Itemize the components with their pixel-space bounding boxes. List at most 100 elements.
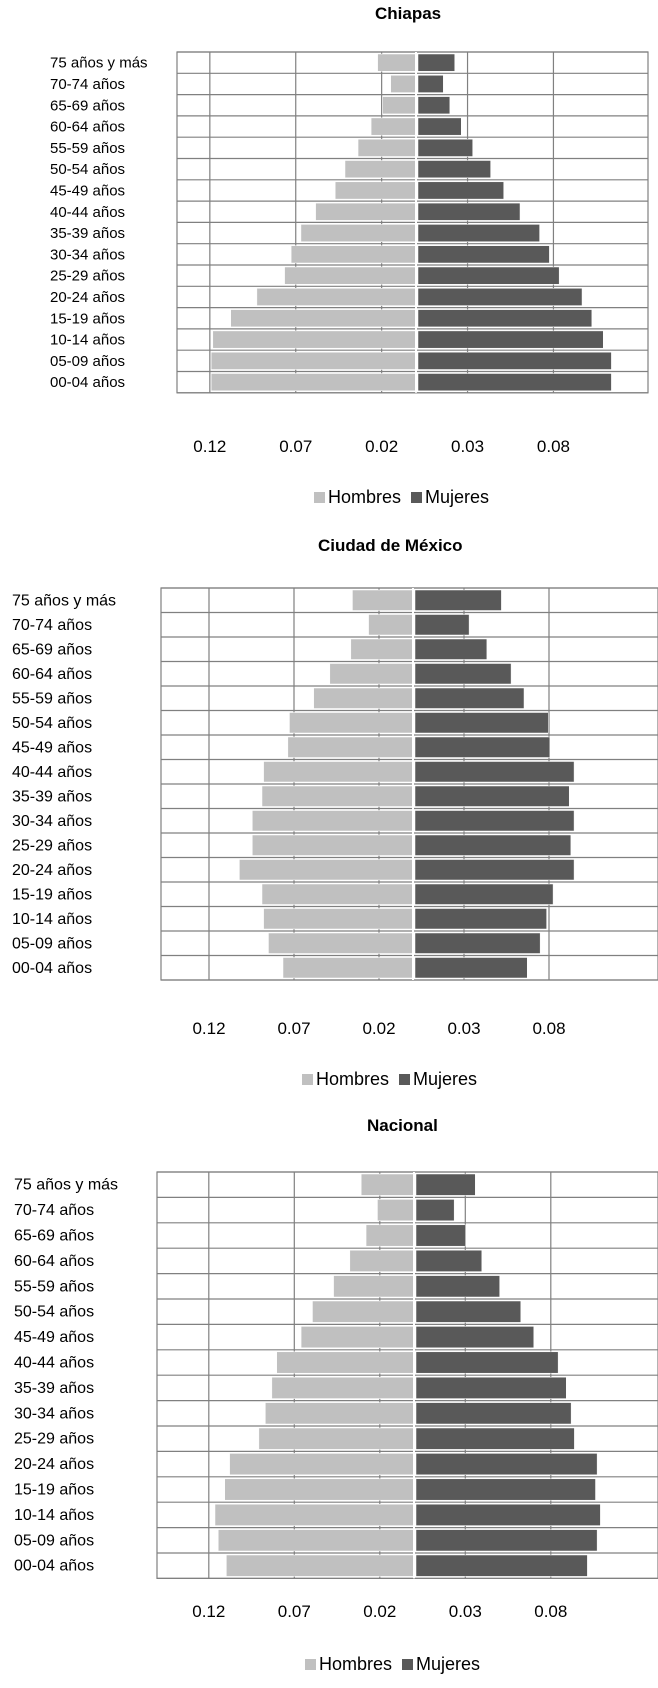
y-tick-label: 20-24 años bbox=[50, 289, 125, 306]
x-tick-label: 0.08 bbox=[532, 1019, 565, 1038]
y-tick-label: 25-29 años bbox=[12, 837, 92, 854]
bar-hombres bbox=[360, 1173, 415, 1196]
pyramid-ciudad-de-mexico: Ciudad de México 00-04 años 05-09 años 10-… bbox=[0, 530, 658, 1110]
y-tick-label: 30-34 años bbox=[50, 246, 125, 263]
chart-title: Ciudad de México bbox=[318, 536, 463, 555]
legend-mujeres-label: Mujeres bbox=[425, 487, 490, 507]
bar-hombres bbox=[214, 1503, 415, 1526]
bar-mujeres bbox=[414, 638, 488, 660]
y-tick-label: 00-04 años bbox=[12, 960, 92, 977]
bar-hombres bbox=[315, 202, 417, 221]
bar-mujeres bbox=[415, 1402, 572, 1425]
mujeres-swatch bbox=[402, 1659, 414, 1670]
bar-hombres bbox=[268, 932, 414, 954]
bar-hombres bbox=[312, 1300, 415, 1323]
bar-hombres bbox=[210, 373, 417, 392]
bar-hombres bbox=[212, 330, 417, 349]
y-tick-label: 10-14 años bbox=[50, 332, 125, 349]
x-tick-label: 0.08 bbox=[534, 1602, 567, 1621]
y-tick-label: 70-74 años bbox=[50, 76, 125, 93]
y-tick-label: 50-54 años bbox=[50, 161, 125, 178]
y-tick-label: 50-54 años bbox=[12, 715, 92, 732]
bar-hombres bbox=[230, 309, 417, 328]
bar-mujeres bbox=[414, 663, 512, 685]
y-tick-label: 30-34 años bbox=[14, 1405, 94, 1422]
x-tick-label: 0.03 bbox=[451, 437, 484, 456]
y-tick-label: 40-44 años bbox=[14, 1355, 94, 1372]
bar-hombres bbox=[313, 687, 414, 709]
bar-mujeres bbox=[414, 957, 528, 979]
y-tick-label: 70-74 años bbox=[12, 617, 92, 634]
x-tick-label: 0.03 bbox=[449, 1602, 482, 1621]
y-tick-label: 25-29 años bbox=[50, 268, 125, 285]
y-tick-label: 15-19 años bbox=[14, 1482, 94, 1499]
y-tick-label: 25-29 años bbox=[14, 1431, 94, 1448]
bar-hombres bbox=[210, 351, 417, 370]
bar-mujeres bbox=[414, 883, 554, 905]
bar-mujeres bbox=[417, 373, 612, 392]
bar-mujeres bbox=[417, 245, 550, 264]
bar-hombres bbox=[382, 96, 417, 115]
bar-hombres bbox=[334, 181, 417, 200]
y-tick-label: 40-44 años bbox=[50, 204, 125, 221]
y-tick-label: 60-64 años bbox=[14, 1253, 94, 1270]
y-tick-label: 00-04 años bbox=[14, 1558, 94, 1575]
bar-hombres bbox=[349, 1249, 415, 1272]
x-tick-label: 0.03 bbox=[447, 1019, 480, 1038]
bar-mujeres bbox=[417, 202, 521, 221]
bar-hombres bbox=[289, 712, 414, 734]
bar-mujeres bbox=[417, 53, 455, 72]
x-tick-label: 0.12 bbox=[192, 1602, 225, 1621]
legend-mujeres: Mujeres bbox=[411, 487, 489, 508]
bar-mujeres bbox=[414, 834, 572, 856]
bar-mujeres bbox=[417, 288, 583, 306]
y-tick-label: 15-19 años bbox=[12, 886, 92, 903]
y-tick-label: 20-24 años bbox=[12, 862, 92, 879]
bar-hombres bbox=[370, 117, 417, 136]
y-tick-label: 60-64 años bbox=[50, 119, 125, 136]
x-tick-label: 0.08 bbox=[537, 437, 570, 456]
legend-hombres: Hombres bbox=[302, 1069, 389, 1090]
chart-title: Chiapas bbox=[375, 4, 442, 23]
bar-hombres bbox=[368, 614, 414, 636]
bar-mujeres bbox=[417, 75, 444, 93]
bar-hombres bbox=[284, 266, 417, 285]
bar-mujeres bbox=[415, 1427, 575, 1450]
bar-mujeres bbox=[417, 117, 462, 136]
chart-title: Nacional bbox=[367, 1116, 438, 1135]
bar-hombres bbox=[261, 883, 414, 905]
bar-mujeres bbox=[415, 1554, 588, 1577]
hombres-swatch bbox=[314, 492, 325, 503]
bar-mujeres bbox=[414, 589, 502, 611]
bar-hombres bbox=[239, 859, 414, 881]
bar-mujeres bbox=[415, 1249, 483, 1272]
bar-hombres bbox=[229, 1453, 415, 1476]
bar-mujeres bbox=[415, 1478, 596, 1501]
bar-hombres bbox=[287, 736, 414, 758]
bar-hombres bbox=[261, 785, 414, 807]
y-tick-label: 55-59 años bbox=[12, 690, 92, 707]
legend-mujeres-label: Mujeres bbox=[413, 1069, 478, 1089]
y-tick-label: 75 años y más bbox=[12, 592, 116, 609]
y-tick-label: 55-59 años bbox=[50, 140, 125, 157]
legend-mujeres: Mujeres bbox=[399, 1069, 477, 1090]
bar-mujeres bbox=[414, 687, 525, 709]
mujeres-swatch bbox=[399, 1074, 411, 1085]
bar-mujeres bbox=[417, 330, 604, 349]
bar-hombres bbox=[271, 1376, 415, 1399]
pyramid-chart-svg: 00-04 años 05-09 años 10-14 años 15-19 años… bbox=[12, 587, 658, 1038]
y-tick-label: 55-59 años bbox=[14, 1278, 94, 1295]
bar-mujeres bbox=[414, 712, 549, 734]
bar-hombres bbox=[217, 1529, 415, 1552]
legend-hombres-label: Hombres bbox=[328, 487, 402, 507]
y-tick-label: 05-09 años bbox=[50, 353, 125, 370]
bar-hombres bbox=[377, 53, 417, 72]
y-tick-label: 60-64 años bbox=[12, 666, 92, 683]
bar-mujeres bbox=[414, 785, 570, 807]
y-tick-label: 50-54 años bbox=[14, 1304, 94, 1321]
hombres-swatch bbox=[302, 1074, 313, 1085]
bar-mujeres bbox=[414, 859, 575, 881]
y-tick-label: 35-39 años bbox=[12, 788, 92, 805]
bar-hombres bbox=[290, 245, 417, 264]
bar-mujeres bbox=[415, 1275, 500, 1298]
